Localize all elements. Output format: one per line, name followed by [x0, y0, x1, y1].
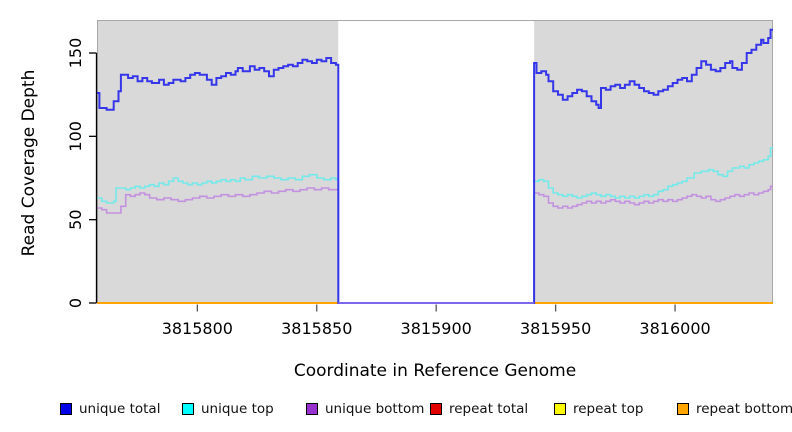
x-tick-label: 3815950	[520, 319, 591, 338]
legend-swatch	[306, 403, 318, 415]
legend-item-repeat-total: repeat total	[430, 401, 528, 417]
legend-label: unique top	[201, 401, 274, 417]
legend-swatch	[182, 403, 194, 415]
y-tick-label: 0	[66, 298, 85, 308]
legend-swatch	[554, 403, 566, 415]
y-tick-label: 100	[66, 121, 85, 152]
series-unique-total	[97, 28, 773, 304]
zero-coverage-gap-band	[338, 20, 535, 303]
legend-label: repeat total	[449, 401, 529, 417]
y-axis-title: Read Coverage Depth	[19, 70, 39, 257]
axes: 0 50 100 150 3815800 3815850 3815900 3815950 381…	[66, 38, 711, 338]
legend-swatch	[60, 403, 72, 415]
y-tick-label: 50	[66, 209, 85, 229]
x-tick-label: 3816000	[639, 319, 710, 338]
legend-swatch	[677, 403, 689, 415]
x-axis-title: Coordinate in Reference Genome	[294, 361, 576, 381]
legend-swatch	[430, 403, 442, 415]
plot-area	[97, 20, 773, 304]
x-tick-label: 3815850	[281, 319, 352, 338]
legend-item-repeat-top: repeat top	[554, 401, 643, 417]
legend-item-unique-total: unique total	[60, 401, 160, 417]
y-tick-label: 150	[66, 38, 85, 69]
series-unique-top	[97, 147, 773, 304]
legend-label: repeat top	[573, 401, 644, 417]
legend: unique total unique top unique bottom repea…	[0, 401, 792, 423]
x-tick-label: 3815800	[162, 319, 233, 338]
legend-item-repeat-bottom: repeat bottom	[677, 401, 792, 417]
legend-label: unique bottom	[325, 401, 425, 417]
chart-canvas: 0 50 100 150 3815800 3815850 3815900 3815950 381…	[19, 20, 773, 381]
legend-item-unique-top: unique top	[182, 401, 274, 417]
legend-label: repeat bottom	[696, 401, 792, 417]
legend-item-unique-bottom: unique bottom	[306, 401, 424, 417]
legend-label: unique total	[79, 401, 161, 417]
x-tick-label: 3815900	[401, 319, 472, 338]
series-unique-bottom	[97, 185, 773, 304]
